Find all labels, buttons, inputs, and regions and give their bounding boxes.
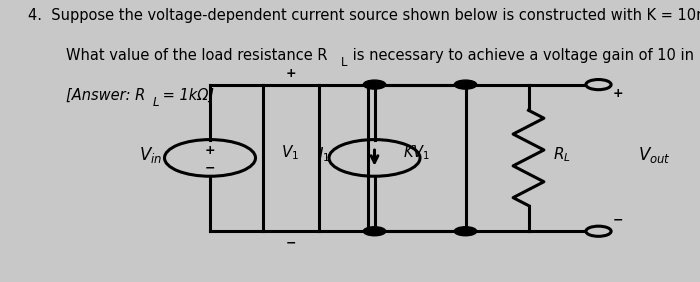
Text: L: L [153, 96, 159, 109]
Circle shape [363, 80, 386, 89]
Circle shape [586, 226, 611, 236]
Text: −: − [204, 161, 216, 174]
Text: 4.  Suppose the voltage-dependent current source shown below is constructed with: 4. Suppose the voltage-dependent current… [28, 8, 700, 23]
Circle shape [454, 227, 477, 236]
Text: = 1kΩ]: = 1kΩ] [158, 87, 214, 102]
Text: [Answer: R: [Answer: R [66, 87, 146, 102]
Text: is necessary to achieve a voltage gain of 10 in magnitude.: is necessary to achieve a voltage gain o… [348, 48, 700, 63]
Text: −: − [286, 236, 295, 249]
Circle shape [454, 80, 477, 89]
Text: $V_1$: $V_1$ [281, 143, 300, 162]
Circle shape [363, 227, 386, 236]
Text: $V_{in}$: $V_{in}$ [139, 145, 162, 165]
Text: +: + [285, 67, 296, 80]
Text: +: + [612, 87, 624, 100]
Text: $V_{out}$: $V_{out}$ [638, 145, 671, 165]
Text: +: + [204, 144, 216, 157]
Text: $R_L$: $R_L$ [553, 146, 571, 164]
Text: $KV_1$: $KV_1$ [403, 143, 430, 162]
Text: $I_1$: $I_1$ [318, 146, 330, 164]
Text: What value of the load resistance R: What value of the load resistance R [66, 48, 328, 63]
Text: −: − [613, 213, 624, 226]
Text: L: L [341, 56, 347, 69]
Circle shape [586, 80, 611, 90]
